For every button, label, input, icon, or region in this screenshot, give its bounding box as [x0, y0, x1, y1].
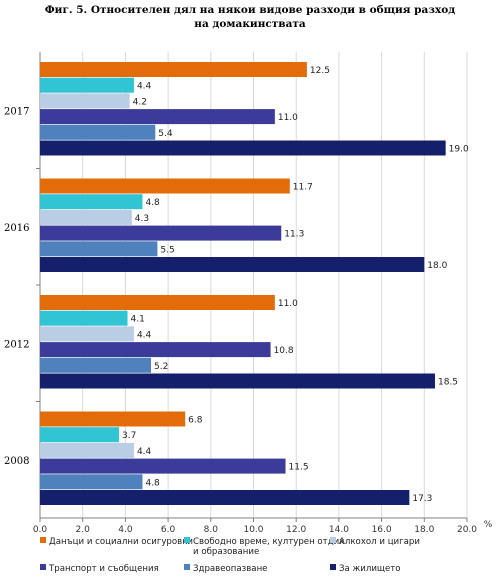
data-label: 18.5: [438, 378, 458, 388]
bar: [40, 257, 425, 272]
legend-swatch: [40, 564, 46, 570]
data-label: 11.5: [289, 463, 309, 473]
bar: [40, 241, 158, 257]
chart-title-line-1: Фиг. 5. Относителен дял на някои видове …: [45, 4, 456, 16]
category-label: 2008: [4, 456, 29, 467]
legend-swatch: [40, 537, 46, 543]
bar: [40, 411, 186, 427]
x-tick-label: 20.0: [457, 525, 477, 535]
data-label: 4.8: [145, 478, 160, 488]
data-label: 4.2: [133, 97, 147, 107]
x-tick-label: 6.0: [161, 525, 176, 535]
data-label: 17.3: [412, 494, 432, 504]
data-label: 19.0: [449, 145, 469, 155]
x-tick-label: 14.0: [329, 525, 349, 535]
data-label: 4.4: [137, 330, 152, 340]
legend-label: Алкохол и цигари: [339, 537, 420, 547]
bar: [40, 442, 134, 458]
data-label: 4.4: [137, 82, 152, 92]
bar: [40, 62, 307, 77]
bar: [40, 295, 275, 310]
x-tick-label: 0.0: [33, 525, 48, 535]
legend-label: и образование: [193, 547, 259, 557]
legend-swatch: [330, 537, 336, 543]
data-label: 4.1: [131, 315, 145, 325]
category-label: 2012: [4, 339, 29, 350]
chart-title-line-2: на домакинствата: [194, 18, 306, 30]
bar: [40, 194, 143, 210]
bar: [40, 209, 132, 225]
data-label: 10.8: [274, 346, 294, 356]
legend: Данъци и социални осигуровки Свободно вре…: [40, 537, 420, 574]
legend-swatch: [184, 564, 190, 570]
data-label: 5.5: [160, 245, 174, 255]
legend-label: Транспорт и съобщения: [48, 564, 159, 574]
bar: [40, 490, 410, 505]
bar: [40, 458, 286, 474]
bar: [40, 310, 128, 326]
bar: [40, 357, 152, 373]
bar: [40, 124, 156, 140]
data-label: 11.0: [278, 113, 298, 123]
bar: [40, 109, 275, 125]
data-label: 11.7: [293, 183, 313, 193]
x-tick-label: 10.0: [243, 525, 263, 535]
data-label: 11.3: [284, 230, 304, 240]
bar: [40, 93, 130, 109]
x-tick-label: 16.0: [372, 525, 392, 535]
bar: [40, 427, 119, 443]
plot-area: 0.0 2.0 4.0 6.0 8.0 10.0 12.0 14.0 16.0 18.0 20.0%…: [4, 52, 493, 535]
x-tick-label: 4.0: [118, 525, 133, 535]
bar: [40, 342, 271, 358]
legend-label: Здравеопазване: [193, 564, 267, 574]
data-label: 6.8: [188, 416, 203, 426]
data-label: 3.7: [122, 431, 136, 441]
bar: [40, 474, 143, 490]
category-label: 2016: [4, 223, 29, 234]
legend-swatch: [184, 537, 190, 543]
x-tick-label: 8.0: [204, 525, 219, 535]
data-label: 4.8: [145, 198, 160, 208]
data-label: 4.4: [137, 447, 152, 457]
legend-swatch: [330, 564, 336, 570]
data-label: 11.0: [278, 299, 298, 309]
x-tick-label: 18.0: [414, 525, 434, 535]
bar: [40, 225, 282, 241]
legend-label: Свободно време, културен отдих: [193, 537, 344, 547]
bar: [40, 326, 134, 342]
bar: [40, 140, 446, 156]
data-label: 4.3: [135, 214, 149, 224]
data-label: 5.2: [154, 362, 168, 372]
x-tick-label: 2.0: [76, 525, 91, 535]
bar: [40, 373, 435, 389]
data-label: 12.5: [310, 66, 330, 76]
bar: [40, 77, 134, 93]
data-label: 5.4: [158, 129, 173, 139]
bar: [40, 178, 290, 194]
data-label: 18.0: [427, 261, 447, 271]
legend-label: Данъци и социални осигуровки: [49, 537, 193, 547]
x-tick-label: 12.0: [286, 525, 306, 535]
category-label: 2017: [4, 106, 29, 117]
legend-label: За жилището: [339, 564, 401, 574]
x-unit-label: %: [484, 520, 493, 530]
